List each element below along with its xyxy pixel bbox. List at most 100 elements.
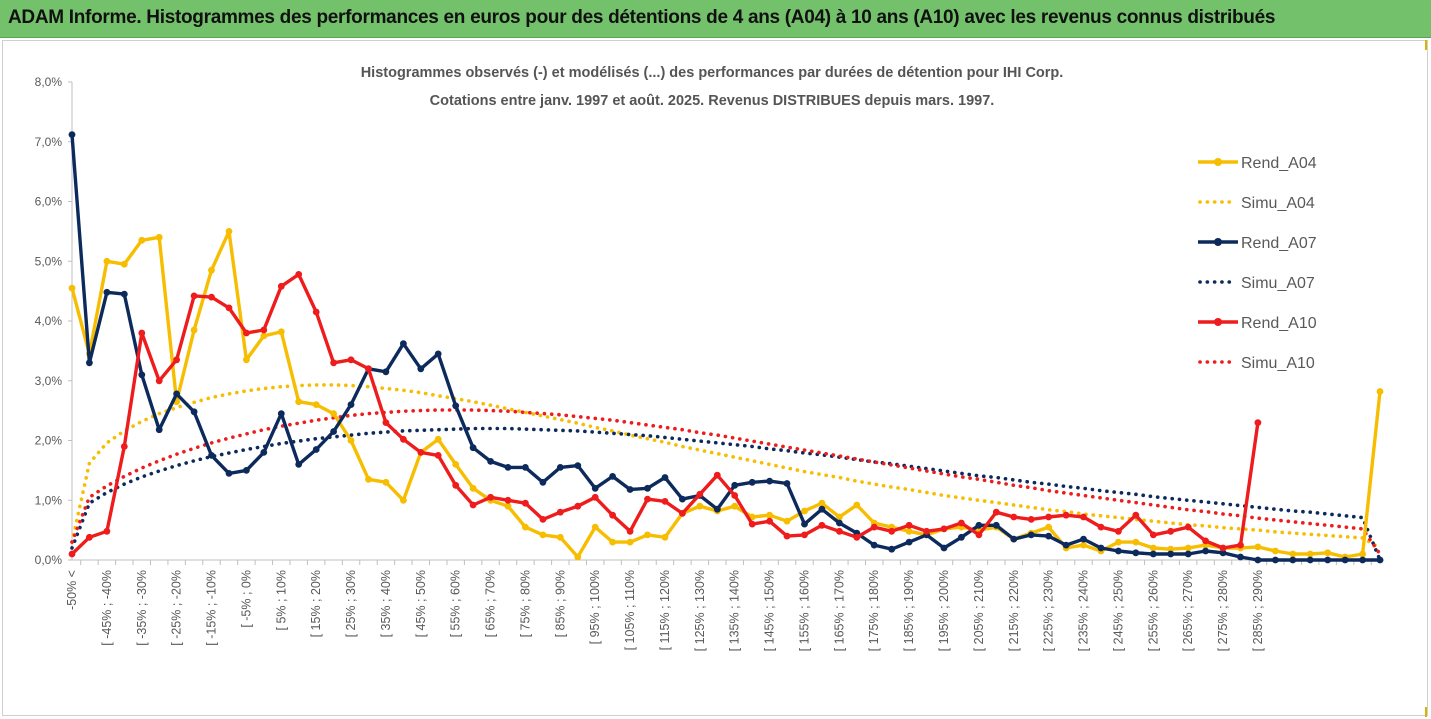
- data-point-Rend_A10: [260, 326, 268, 334]
- series-line-Rend_A07: [70, 134, 1380, 562]
- data-point-Rend_A04: [347, 437, 355, 444]
- data-point-Rend_A04: [574, 553, 582, 561]
- data-point-Rend_A10: [86, 533, 93, 541]
- report-title: ADAM Informe. Histogrammes des performan…: [8, 7, 1276, 28]
- data-point-Rend_A07: [870, 541, 878, 549]
- data-point-Rend_A07: [1272, 556, 1279, 564]
- data-point-Rend_A07: [1010, 535, 1018, 543]
- data-point-Rend_A10: [312, 308, 320, 316]
- data-point-Rend_A07: [1027, 531, 1035, 539]
- data-point-Rend_A04: [155, 233, 163, 241]
- x-tick-label: [ 185% ; 190%: [902, 570, 916, 651]
- data-point-Rend_A10: [1254, 419, 1262, 426]
- x-tick-label: [ 55% ; 60%: [449, 570, 463, 637]
- data-point-Rend_A04: [591, 523, 599, 531]
- data-point-Rend_A07: [417, 365, 425, 373]
- x-tick-label: [ 5% ; 10%: [274, 570, 288, 630]
- legend-label: Simu_A07: [1241, 275, 1315, 292]
- data-point-Rend_A04: [853, 501, 861, 509]
- legend-marker: [1214, 318, 1222, 326]
- data-point-Rend_A10: [1045, 513, 1052, 521]
- data-point-Rend_A04: [1254, 543, 1262, 551]
- data-point-Rend_A10: [173, 356, 181, 364]
- data-point-Rend_A07: [1376, 556, 1384, 564]
- data-point-Rend_A07: [905, 538, 913, 546]
- chart-axes: 0,0% 1,0% 2,0% 3,0% 4,0% 5,0% 6,0% 7,0% 8,0% -50%…: [35, 75, 1384, 651]
- x-tick-label: [ 275% ; 280%: [1216, 570, 1230, 651]
- data-point-Rend_A04: [766, 511, 773, 519]
- y-tick-label: 2,0%: [35, 434, 63, 448]
- data-point-Rend_A04: [68, 284, 76, 292]
- x-tick-label: [ 165% ; 170%: [832, 570, 846, 651]
- data-point-Rend_A07: [1062, 541, 1070, 549]
- data-point-Rend_A07: [679, 495, 686, 503]
- data-point-Rend_A04: [1080, 541, 1087, 549]
- data-point-Rend_A10: [469, 501, 477, 509]
- data-point-Rend_A10: [591, 493, 599, 501]
- data-point-Rend_A07: [1219, 549, 1227, 557]
- data-point-Rend_A10: [783, 532, 791, 540]
- data-point-Rend_A04: [1272, 547, 1279, 555]
- data-point-Rend_A10: [1062, 511, 1070, 519]
- data-point-Rend_A07: [574, 462, 582, 469]
- data-point-Rend_A10: [992, 508, 1000, 516]
- data-point-Rend_A04: [609, 538, 616, 546]
- data-point-Rend_A10: [626, 527, 634, 535]
- data-point-Rend_A10: [609, 511, 616, 519]
- y-tick-label: 3,0%: [35, 374, 63, 388]
- data-point-Rend_A07: [504, 464, 512, 471]
- x-tick-label: [ 25% ; 30%: [344, 570, 358, 637]
- data-point-Rend_A10: [1202, 537, 1209, 545]
- data-point-Rend_A07: [1237, 553, 1244, 561]
- x-tick-label: [ -5% ; 0%: [239, 570, 253, 628]
- data-point-Rend_A07: [452, 402, 460, 410]
- data-point-Rend_A07: [1149, 550, 1157, 558]
- data-point-Rend_A07: [766, 477, 773, 485]
- data-point-Rend_A10: [1184, 523, 1192, 531]
- data-point-Rend_A10: [208, 293, 215, 301]
- x-tick-label: [ 125% ; 130%: [693, 570, 707, 651]
- data-point-Rend_A10: [958, 519, 965, 527]
- data-point-Rend_A07: [382, 368, 390, 376]
- data-point-Rend_A07: [1289, 556, 1297, 564]
- data-point-Rend_A04: [504, 502, 512, 510]
- data-point-Rend_A07: [591, 484, 599, 492]
- data-point-Rend_A10: [1132, 511, 1140, 519]
- data-point-Rend_A07: [173, 390, 181, 398]
- data-point-Rend_A10: [836, 527, 843, 535]
- data-point-Rend_A10: [400, 435, 407, 443]
- data-point-Rend_A07: [556, 464, 564, 471]
- data-point-Rend_A04: [312, 401, 320, 408]
- data-point-Rend_A07: [103, 288, 111, 296]
- data-point-Rend_A04: [434, 435, 442, 443]
- data-point-Rend_A04: [696, 502, 704, 510]
- data-point-Rend_A07: [801, 520, 808, 528]
- data-point-Rend_A07: [1306, 556, 1314, 564]
- data-point-Rend_A10: [731, 492, 739, 499]
- data-point-Rend_A10: [1219, 544, 1227, 552]
- x-tick-label: [ 195% ; 200%: [937, 570, 951, 651]
- chart-title: Histogrammes observés (-) et modélisés (…: [361, 65, 1064, 81]
- data-point-Rend_A04: [539, 531, 547, 539]
- data-point-Rend_A04: [365, 475, 372, 483]
- data-point-Rend_A10: [103, 527, 111, 535]
- chart-subtitle: Cotations entre janv. 1997 et août. 2025…: [430, 93, 995, 109]
- data-point-Rend_A07: [1184, 550, 1192, 558]
- data-point-Rend_A04: [1167, 545, 1175, 553]
- data-point-Rend_A07: [68, 131, 76, 139]
- data-point-Rend_A04: [626, 538, 634, 546]
- data-point-Rend_A10: [870, 523, 878, 531]
- data-point-Rend_A07: [260, 449, 268, 456]
- data-point-Rend_A10: [556, 508, 564, 516]
- x-tick-label: [ 145% ; 150%: [763, 570, 777, 651]
- data-point-Rend_A07: [312, 446, 320, 453]
- data-point-Rend_A10: [1097, 523, 1105, 531]
- data-point-Rend_A04: [1132, 538, 1140, 546]
- data-point-Rend_A04: [836, 513, 843, 521]
- data-point-Rend_A04: [400, 496, 407, 504]
- data-point-Rend_A10: [679, 510, 686, 517]
- data-point-Rend_A10: [417, 449, 425, 456]
- data-point-Rend_A10: [434, 452, 442, 459]
- data-point-Rend_A10: [330, 359, 337, 367]
- x-tick-label: [ 215% ; 220%: [1007, 570, 1021, 651]
